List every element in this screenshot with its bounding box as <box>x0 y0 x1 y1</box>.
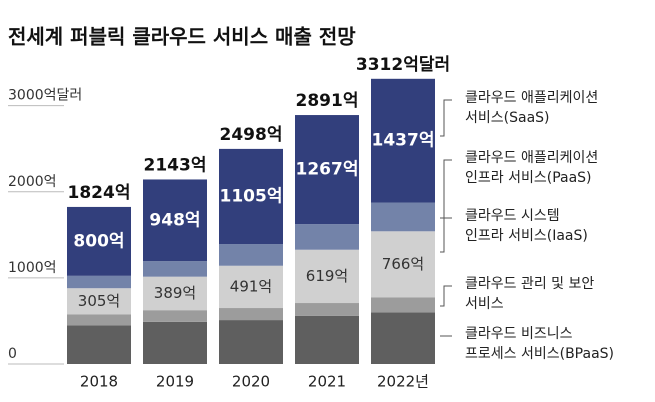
bar-segment <box>67 288 131 315</box>
value-label: 948억 <box>149 210 200 230</box>
bar-segment <box>143 261 207 277</box>
chart-title: 전세계 퍼블릭 클라우드 서비스 매출 전망 <box>8 25 356 49</box>
bar-segment <box>67 206 131 276</box>
bar-segment <box>371 231 435 298</box>
bar-segment <box>295 115 359 225</box>
value-label: 389억 <box>154 284 196 302</box>
y-tick-label: 1000억 <box>8 260 57 276</box>
bar-segment <box>295 315 359 364</box>
y-tick-label: 3000억달러 <box>8 88 82 104</box>
bar-segment <box>143 179 207 262</box>
bar-segment <box>295 224 359 250</box>
value-label: 1267억 <box>296 160 359 180</box>
bar-segment <box>295 249 359 304</box>
bar-segment <box>219 320 283 364</box>
value-label: 800억 <box>73 231 124 251</box>
value-label: 491억 <box>230 277 272 295</box>
bar-segment <box>67 314 131 326</box>
bar-segment <box>219 308 283 321</box>
legend-entry: 클라우드 애플리케이션 인프라 서비스(PaaS) <box>465 150 599 186</box>
total-label: 2498억 <box>220 125 283 145</box>
value-label: 305억 <box>78 292 120 310</box>
x-tick-label: 2022년 <box>377 373 429 391</box>
bar-segment <box>219 265 283 309</box>
legend-entry: 클라우드 애플리케이션 서비스(SaaS) <box>465 90 599 126</box>
total-label: 1824억 <box>68 183 131 203</box>
bar-segment <box>219 148 283 245</box>
legend-connectors <box>440 99 452 337</box>
total-label: 3312억달러 <box>356 54 450 75</box>
bar-segment <box>67 275 131 289</box>
value-label: 766억 <box>382 255 424 273</box>
x-tick-label: 2021 <box>308 373 346 391</box>
value-label: 619억 <box>306 267 348 285</box>
value-label: 1437억 <box>372 131 435 151</box>
legend-entry: 클라우드 시스템 인프라 서비스(IaaS) <box>465 208 588 244</box>
bar-segment <box>371 78 435 203</box>
total-label: 2891억 <box>296 91 359 111</box>
x-tick-label: 2020 <box>232 373 270 391</box>
bar-segment <box>295 303 359 316</box>
legend-entry: 클라우드 관리 및 보안 서비스 <box>465 276 595 312</box>
bar-segment <box>67 325 131 364</box>
x-tick-label: 2019 <box>156 373 194 391</box>
bar-segment <box>143 310 207 322</box>
bar-segment <box>143 276 207 311</box>
y-tick-label: 2000억 <box>8 174 57 190</box>
x-tick-label: 2018 <box>80 373 118 391</box>
total-label: 2143억 <box>144 155 207 175</box>
y-tick-label: 0 <box>8 346 17 362</box>
bar-segment <box>143 321 207 364</box>
value-label: 1105억 <box>220 186 283 206</box>
bar-segment <box>219 244 283 266</box>
bar-segment <box>371 312 435 364</box>
bar-segment <box>371 297 435 313</box>
bar-segment <box>371 202 435 232</box>
legend-entry: 클라우드 비즈니스 프로세스 서비스(BPaaS) <box>465 326 614 362</box>
